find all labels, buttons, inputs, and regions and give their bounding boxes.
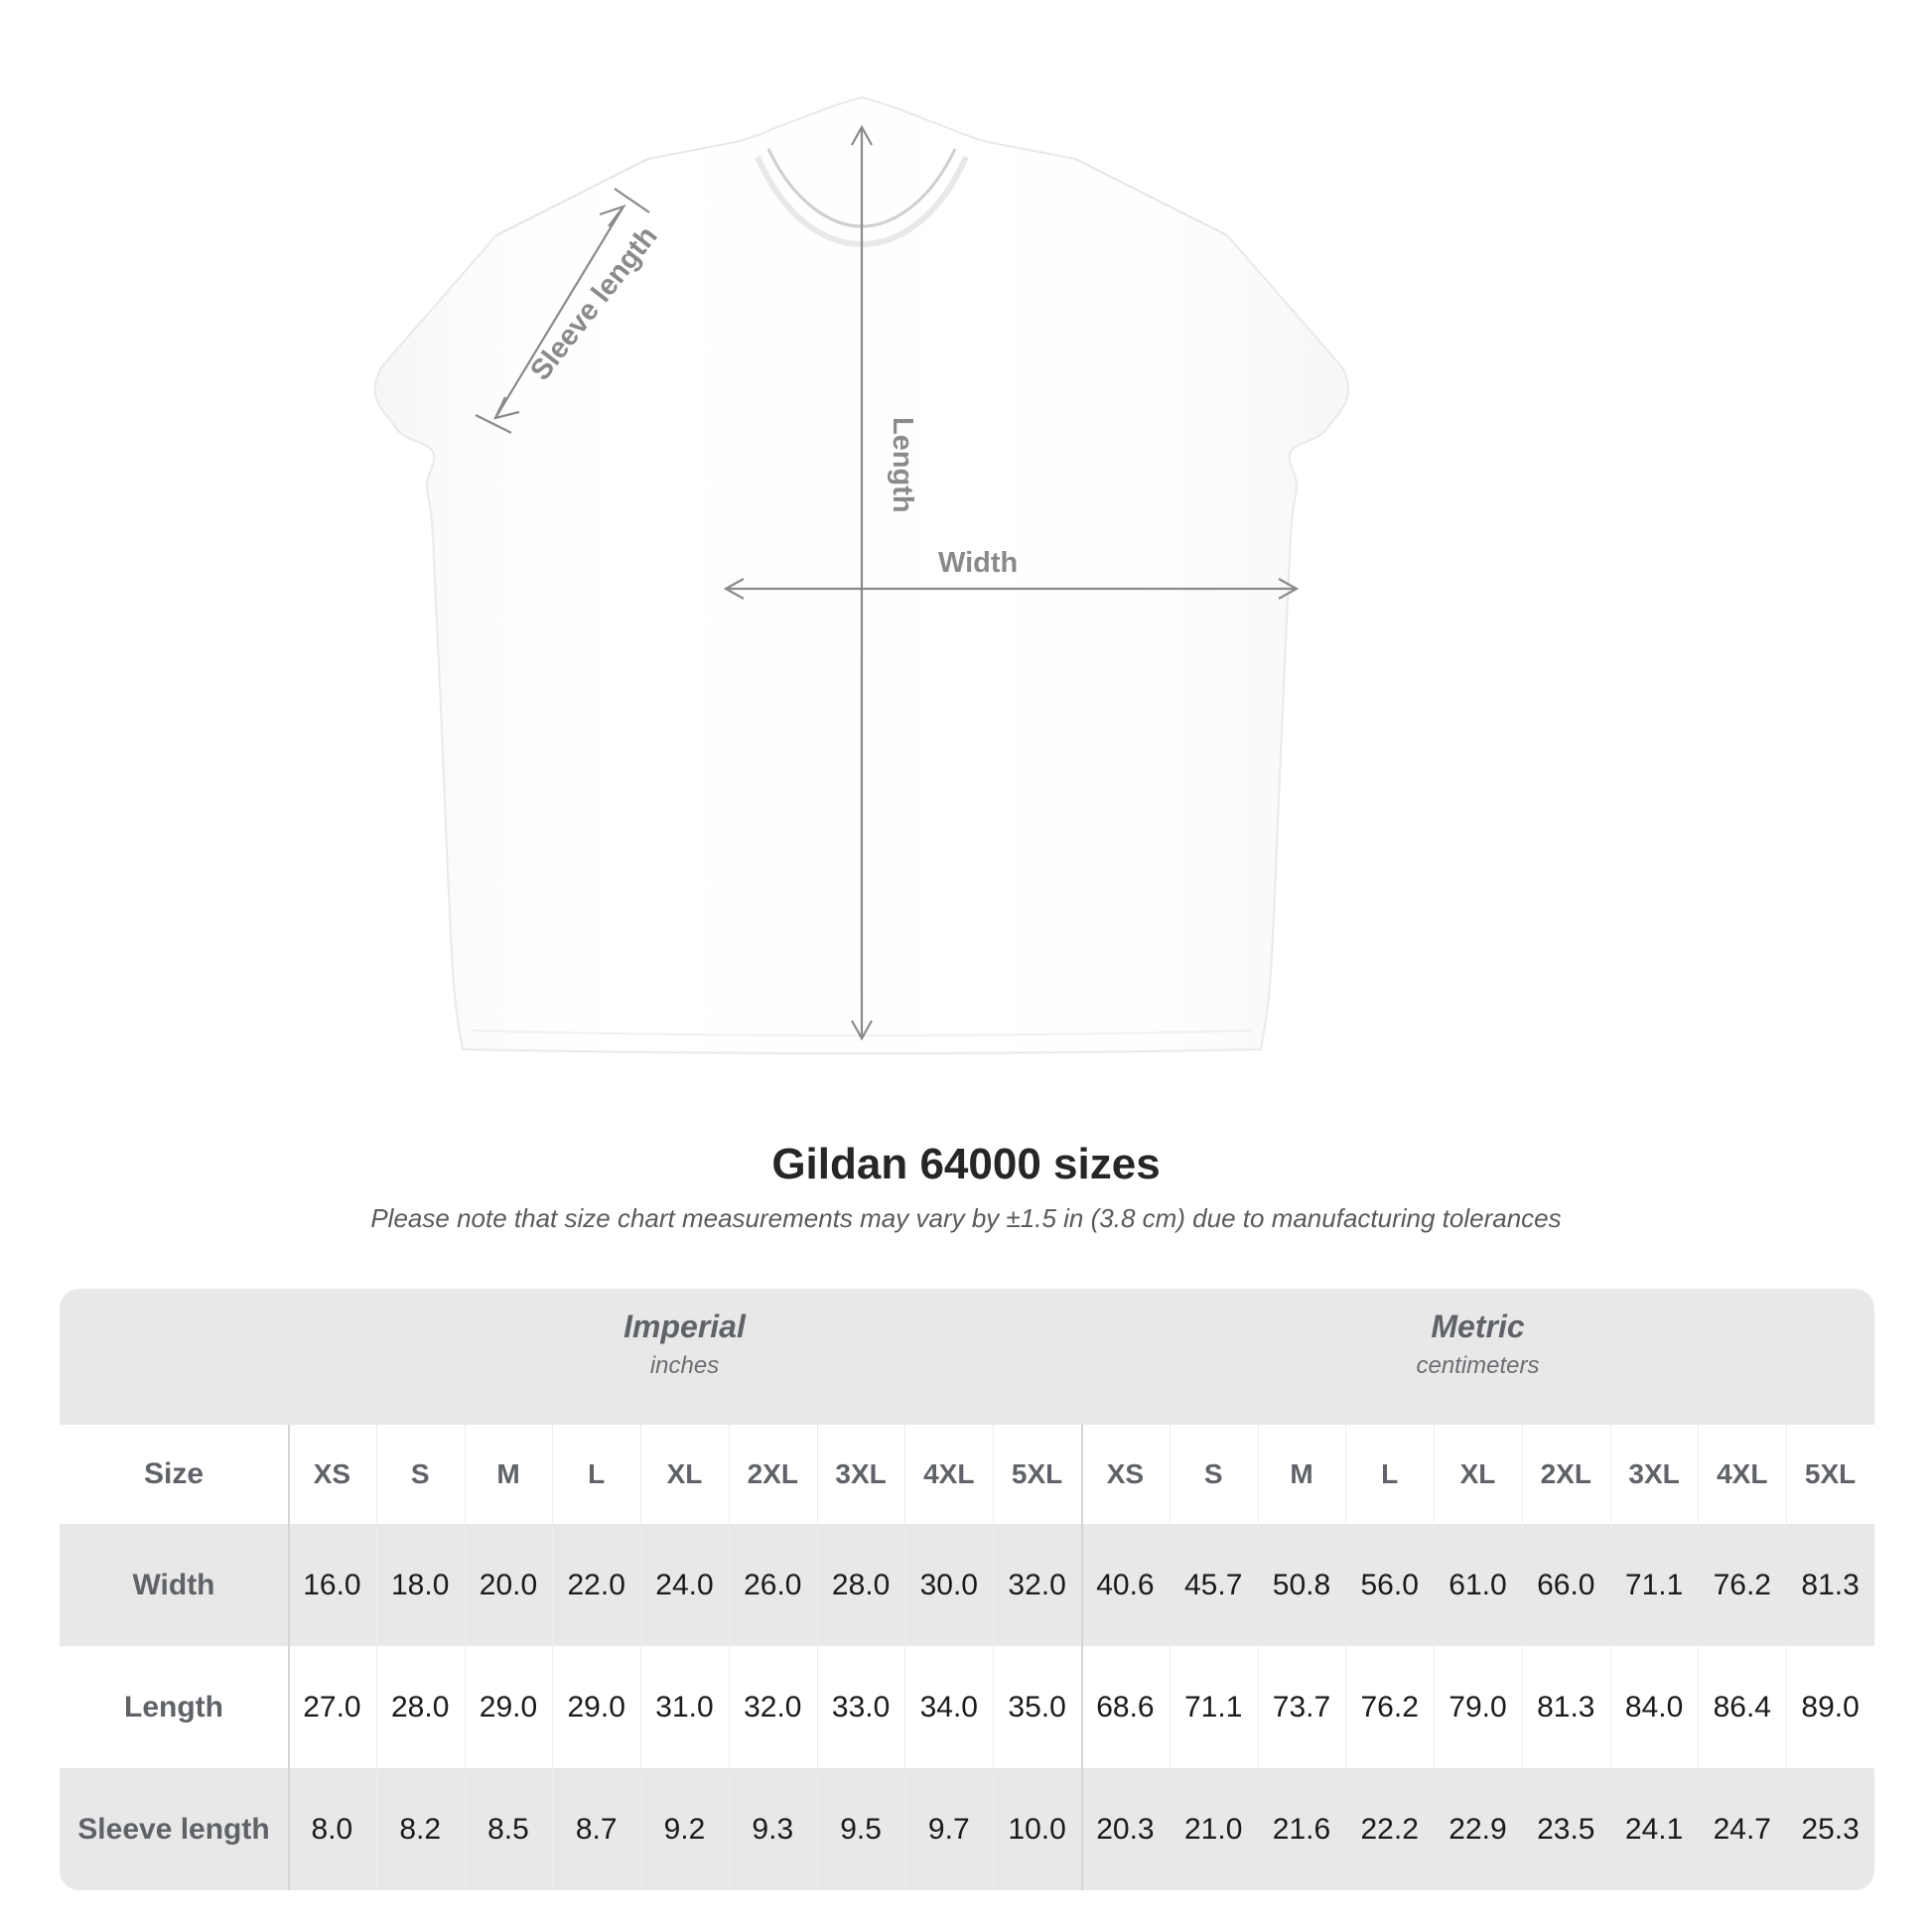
svg-text:Length: Length [887, 417, 918, 513]
svg-text:Width: Width [938, 547, 1018, 579]
